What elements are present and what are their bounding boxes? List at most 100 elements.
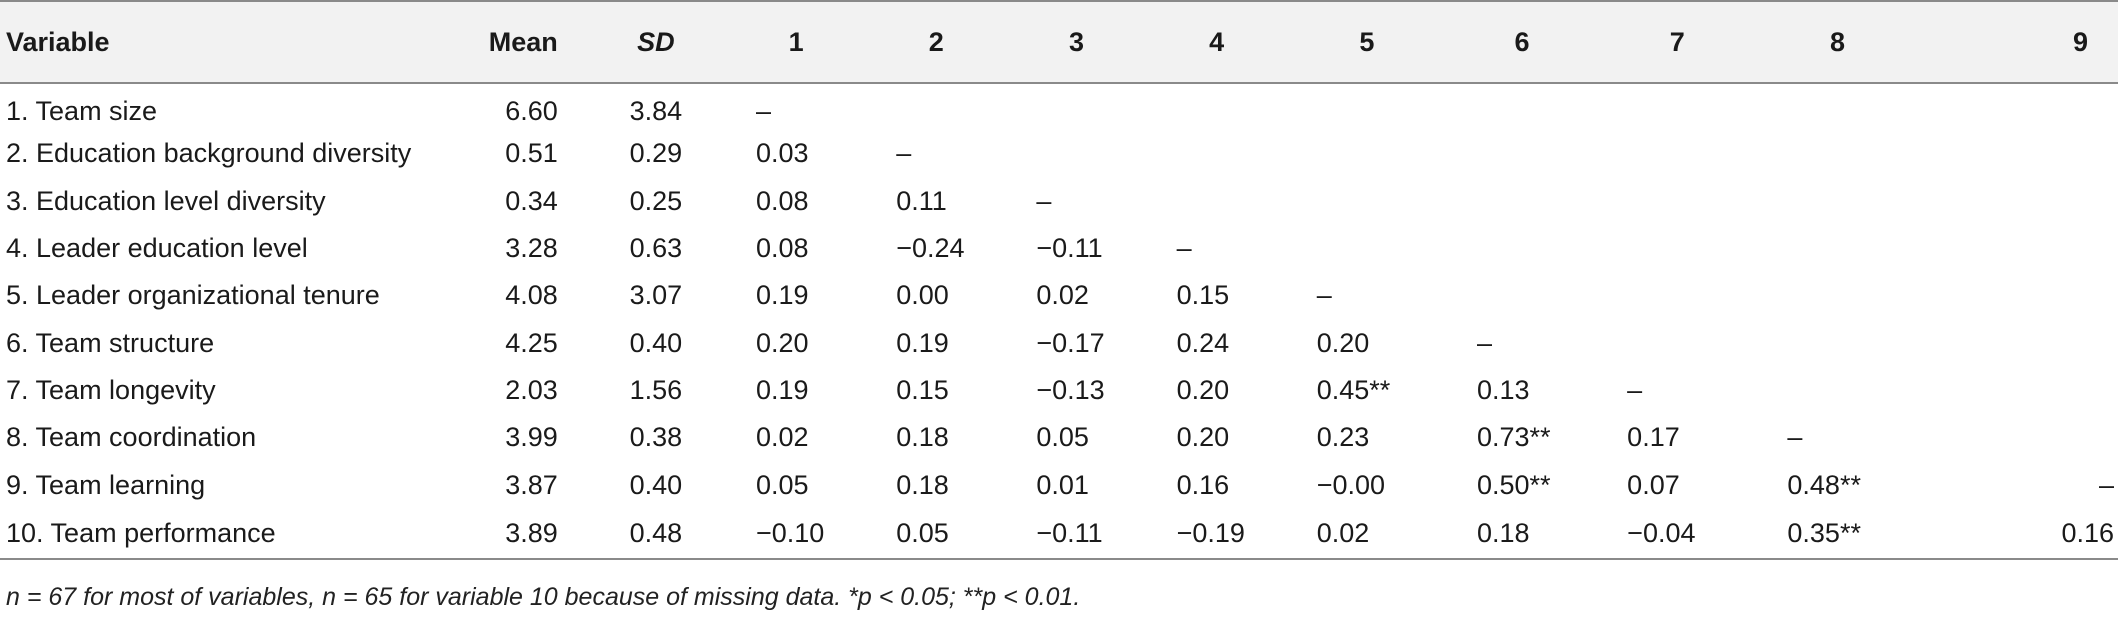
correlation-cell-2: 0.15 [896,374,949,405]
variable-name-cell: 7. Team longevity [6,374,216,405]
sd-cell: 0.48 [629,517,683,548]
correlation-cell-9 [1918,272,2118,319]
correlation-cell-3: −0.11 [1036,517,1103,548]
correlation-cell-1: – [756,95,772,126]
correlation-cell-6 [1447,83,1597,130]
correlation-cell-4: 0.20 [1176,422,1230,453]
correlation-cell-7 [1597,83,1757,130]
variable-name-cell: 2. Education background diversity [6,138,412,169]
correlation-cell-9 [1918,319,2118,366]
correlation-cell-5 [1287,178,1447,225]
correlation-cell-3: −0.11 [1036,233,1103,264]
correlation-table: Variable Mean SD 1 2 3 4 5 6 7 8 9 1. Te… [0,1,2118,559]
table-footnote: n = 67 for most of variables, n = 65 for… [6,583,1081,611]
variable-name-cell: 3. Education level diversity [6,185,326,216]
correlation-cell-3: 0.05 [1036,422,1089,453]
header-col-4: 4 [1209,26,1225,57]
correlation-cell-6 [1447,130,1597,177]
correlation-cell-8 [1757,178,1917,225]
mean-cell: 2.03 [505,374,558,405]
correlation-cell-5 [1287,225,1447,272]
correlation-cell-6: 0.73** [1476,422,1551,453]
mean-cell: 3.89 [505,517,558,548]
correlation-cell-4: 0.16 [1176,469,1230,500]
header-col-8: 8 [1829,26,1846,57]
correlation-cell-8 [1757,225,1917,272]
table-row: 1. Team size 6.60 3.84 – [0,83,2118,130]
correlation-cell-8 [1757,367,1917,414]
correlation-cell-8 [1757,272,1917,319]
mean-cell: 0.51 [505,138,558,169]
correlation-cell-9 [1918,178,2118,225]
variable-name-cell: 1. Team size [6,95,158,126]
correlation-cell-9 [1918,414,2118,461]
correlation-cell-9 [1918,225,2118,272]
correlation-cell-7: 0.07 [1627,469,1680,500]
sd-cell: 0.63 [629,233,683,264]
mean-cell: 0.34 [505,185,558,216]
table-row: 6. Team structure 4.25 0.40 0.20 0.19 −0.17 0.… [0,319,2118,366]
correlation-cell-1: 0.19 [756,280,809,311]
correlation-cell-4: −0.19 [1176,517,1245,548]
sd-cell: 0.29 [629,138,683,169]
correlation-cell-6: 0.18 [1476,517,1530,548]
header-sd: SD [637,26,675,57]
correlation-cell-9 [1918,367,2118,414]
correlation-cell-3: – [1036,185,1052,216]
correlation-cell-5: 0.23 [1316,422,1370,453]
mean-cell: 4.08 [505,280,558,311]
header-col-5: 5 [1359,26,1375,57]
sd-cell: 0.40 [629,327,683,358]
table-row: 2. Education background diversity 0.51 0.2… [0,130,2118,177]
correlation-cell-5: −0.00 [1316,469,1386,500]
correlation-cell-2: 0.18 [896,422,949,453]
correlation-cell-7 [1597,319,1757,366]
correlation-cell-8: 0.35** [1787,517,1861,548]
header-col-1: 1 [788,26,804,57]
correlation-cell-1: 0.08 [756,233,809,264]
correlation-cell-4 [1147,178,1287,225]
correlation-cell-2: −0.24 [896,233,965,264]
correlation-cell-4: 0.20 [1176,374,1230,405]
table-row: 5. Leader organizational tenure 4.08 3.07 0… [0,272,2118,319]
header-row: Variable Mean SD 1 2 3 4 5 6 7 8 9 [0,1,2118,83]
mean-cell: 6.60 [505,95,558,126]
mean-cell: 3.87 [505,469,558,500]
correlation-cell-6: 0.50** [1476,469,1551,500]
correlation-cell-8: 0.48** [1787,469,1861,500]
correlation-cell-1: 0.19 [756,374,809,405]
header-variable: Variable [6,26,110,57]
header-col-9: 9 [2072,26,2088,57]
correlation-cell-7: – [1627,374,1643,405]
variable-name-cell: 9. Team learning [6,469,206,500]
correlation-cell-4: 0.24 [1176,327,1230,358]
header-col-2: 2 [928,26,944,57]
correlation-cell-9 [1918,83,2118,130]
correlation-cell-4 [1147,130,1287,177]
correlation-cell-9: – [2098,469,2114,500]
correlation-cell-3: −0.17 [1036,327,1105,358]
correlation-cell-4 [1147,83,1287,130]
correlation-cell-1: 0.20 [756,327,809,358]
correlation-cell-5: – [1316,280,1332,311]
table-row: 3. Education level diversity 0.34 0.25 0.08… [0,178,2118,225]
correlation-cell-7 [1597,130,1757,177]
correlation-cell-8 [1757,83,1917,130]
correlation-cell-5 [1287,130,1447,177]
correlation-cell-4: 0.15 [1176,280,1230,311]
variable-name-cell: 10. Team performance [6,517,276,548]
sd-cell: 3.84 [629,95,683,126]
correlation-cell-5: 0.02 [1316,517,1370,548]
correlation-cell-6 [1447,178,1597,225]
table-row: 10. Team performance 3.89 0.48 −0.10 0.05 −0.… [0,509,2118,559]
mean-cell: 3.28 [505,233,558,264]
correlation-cell-2: 0.11 [896,185,947,216]
correlation-cell-3: 0.01 [1036,469,1089,500]
sd-cell: 0.40 [629,469,683,500]
correlation-cell-5: 0.45** [1316,374,1391,405]
table-row: 4. Leader education level 3.28 0.63 0.08 −0.… [0,225,2118,272]
correlation-cell-2: 0.00 [896,280,949,311]
correlation-cell-8 [1757,319,1917,366]
table-row: 8. Team coordination 3.99 0.38 0.02 0.18 0.05… [0,414,2118,461]
